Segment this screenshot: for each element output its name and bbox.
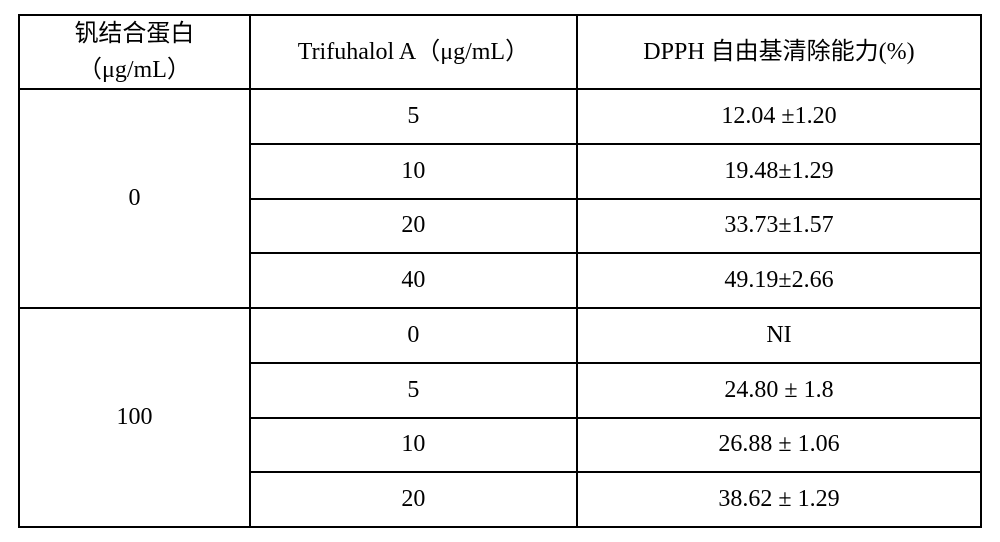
cell-dpph: 49.19±2.66 [577, 253, 981, 308]
group-label: 100 [19, 308, 250, 527]
col-header-protein: 钒结合蛋白（μg/mL） [19, 15, 250, 89]
table-header-row: 钒结合蛋白（μg/mL） Trifuhalol A（μg/mL） DPPH 自由… [19, 15, 981, 89]
table-row: 0 5 12.04 ±1.20 [19, 89, 981, 144]
cell-dpph: 33.73±1.57 [577, 199, 981, 254]
cell-conc: 10 [250, 144, 577, 199]
cell-conc: 40 [250, 253, 577, 308]
cell-conc: 20 [250, 199, 577, 254]
cell-conc: 5 [250, 89, 577, 144]
table-row: 100 0 NI [19, 308, 981, 363]
cell-dpph: 24.80 ± 1.8 [577, 363, 981, 418]
cell-conc: 10 [250, 418, 577, 473]
cell-dpph: 26.88 ± 1.06 [577, 418, 981, 473]
col-header-dpph: DPPH 自由基清除能力(%) [577, 15, 981, 89]
cell-dpph: 12.04 ±1.20 [577, 89, 981, 144]
cell-conc: 0 [250, 308, 577, 363]
cell-conc: 5 [250, 363, 577, 418]
group-label: 0 [19, 89, 250, 308]
data-table: 钒结合蛋白（μg/mL） Trifuhalol A（μg/mL） DPPH 自由… [18, 14, 982, 528]
cell-dpph: 19.48±1.29 [577, 144, 981, 199]
cell-dpph: NI [577, 308, 981, 363]
cell-conc: 20 [250, 472, 577, 527]
col-header-trifuhalol: Trifuhalol A（μg/mL） [250, 15, 577, 89]
cell-dpph: 38.62 ± 1.29 [577, 472, 981, 527]
